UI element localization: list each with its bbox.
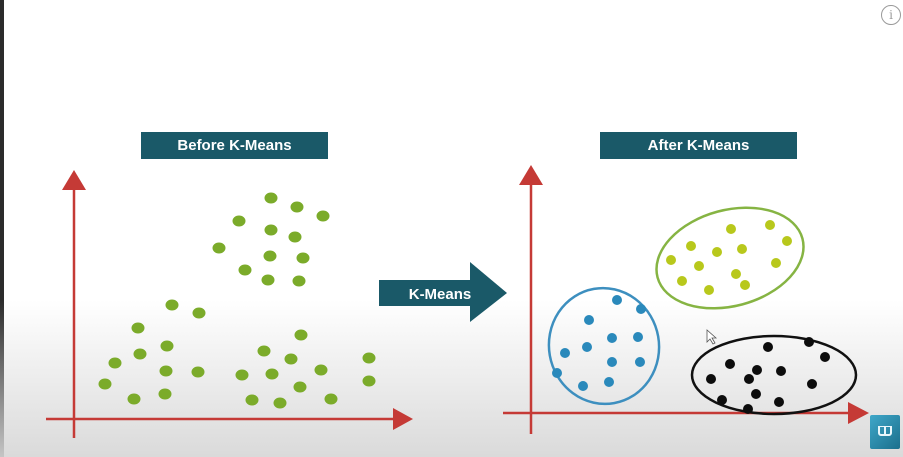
before-point	[232, 215, 246, 227]
before-point	[314, 364, 328, 376]
before-point	[98, 378, 112, 390]
cluster-point-black	[807, 379, 817, 389]
before-point	[316, 210, 330, 222]
before-point	[292, 275, 306, 287]
cluster-point-blue	[552, 368, 562, 378]
before-point	[159, 365, 173, 377]
before-point	[362, 352, 376, 364]
before-point	[257, 345, 271, 357]
cluster-point-green	[737, 244, 747, 254]
cluster-point-black	[820, 352, 830, 362]
before-point	[191, 366, 205, 378]
window-left-edge	[0, 0, 4, 457]
before-point	[212, 242, 226, 254]
cluster-point-green	[771, 258, 781, 268]
cluster-point-blue	[612, 295, 622, 305]
before-point	[288, 231, 302, 243]
before-point	[263, 250, 277, 262]
cluster-point-blue	[578, 381, 588, 391]
cluster-point-blue	[604, 377, 614, 387]
channel-logo-icon[interactable]	[870, 415, 900, 449]
cluster-point-blue	[635, 357, 645, 367]
cluster-point-blue	[607, 333, 617, 343]
cluster-point-black	[751, 389, 761, 399]
cluster-point-green	[677, 276, 687, 286]
cluster-point-green	[686, 241, 696, 251]
cluster-point-green	[666, 255, 676, 265]
cluster-point-black	[725, 359, 735, 369]
cluster-point-blue	[633, 332, 643, 342]
cluster-point-black	[744, 374, 754, 384]
before-point	[362, 375, 376, 387]
before-point	[158, 388, 172, 400]
cluster-point-green	[782, 236, 792, 246]
info-icon[interactable]: i	[881, 5, 901, 25]
cluster-point-blue	[607, 357, 617, 367]
before-axes	[46, 170, 413, 438]
before-point	[133, 348, 147, 360]
kmeans-arrow-label: K-Means	[409, 286, 472, 303]
before-point	[296, 252, 310, 264]
cluster-point-green	[765, 220, 775, 230]
cluster-point-green	[726, 224, 736, 234]
before-point	[290, 201, 304, 213]
cluster-point-black	[706, 374, 716, 384]
cluster-point-blue	[582, 342, 592, 352]
before-point	[324, 393, 338, 405]
cluster-point-black	[752, 365, 762, 375]
before-point	[265, 368, 279, 380]
before-point	[273, 397, 287, 409]
cluster-point-black	[743, 404, 753, 414]
before-point	[284, 353, 298, 365]
cluster-point-black	[717, 395, 727, 405]
mouse-cursor-icon	[706, 329, 718, 345]
cluster-point-green	[712, 247, 722, 257]
cluster-point-blue	[560, 348, 570, 358]
after-y-arrowhead	[519, 165, 543, 185]
cluster-point-black	[804, 337, 814, 347]
before-point	[108, 357, 122, 369]
before-point	[127, 393, 141, 405]
before-point	[261, 274, 275, 286]
kmeans-arrow: K-Means	[379, 262, 507, 322]
cluster-point-green	[731, 269, 741, 279]
before-point	[245, 394, 259, 406]
kmeans-arrow-shape	[379, 262, 507, 322]
cluster-point-green	[704, 285, 714, 295]
cluster-point-green	[694, 261, 704, 271]
before-title: Before K-Means	[141, 132, 328, 159]
before-x-arrowhead	[393, 408, 413, 430]
after-points-group	[552, 220, 830, 414]
cluster-point-black	[774, 397, 784, 407]
cluster-point-blue	[584, 315, 594, 325]
before-point	[131, 322, 145, 334]
book-spine	[884, 426, 886, 436]
before-y-arrowhead	[62, 170, 86, 190]
before-point	[264, 224, 278, 236]
cluster-ring-black	[690, 334, 858, 416]
after-axes	[503, 165, 869, 434]
before-point	[192, 307, 206, 319]
after-x-arrowhead	[848, 402, 869, 424]
cluster-point-blue	[636, 304, 646, 314]
before-point	[160, 340, 174, 352]
before-points-group	[98, 192, 376, 409]
before-point	[264, 192, 278, 204]
cluster-point-green	[740, 280, 750, 290]
before-point	[165, 299, 179, 311]
cluster-point-black	[776, 366, 786, 376]
cluster-ring-green	[655, 206, 805, 310]
before-point	[238, 264, 252, 276]
cluster-ring-blue	[547, 286, 661, 406]
before-point	[293, 381, 307, 393]
after-title: After K-Means	[600, 132, 797, 159]
before-point	[294, 329, 308, 341]
before-point	[235, 369, 249, 381]
cluster-point-black	[763, 342, 773, 352]
